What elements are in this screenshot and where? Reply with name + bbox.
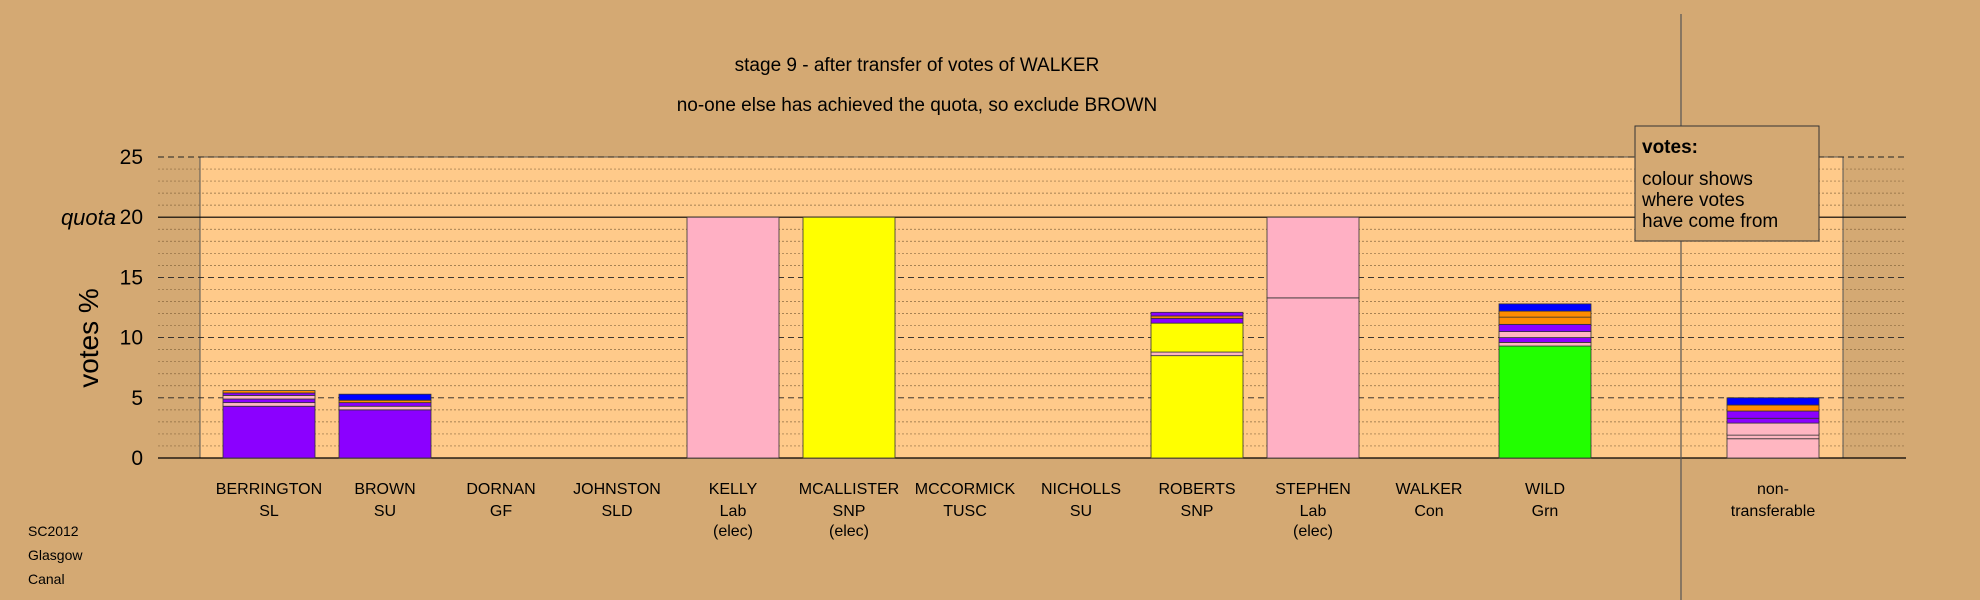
legend-box: votes: colour shows where votes have com… — [1634, 125, 1820, 242]
candidate-status-label: (elec) — [1293, 523, 1333, 540]
bar-roberts-segment — [1150, 311, 1244, 317]
nontransferable-label-line1: non- — [1757, 481, 1789, 498]
bar-brown-segment — [338, 402, 432, 407]
bar-nontransferable-segment — [1726, 404, 1820, 412]
bar-brown-segment — [338, 405, 432, 411]
bar-roberts-segment — [1150, 355, 1244, 459]
y-tick-label: 0 — [131, 447, 143, 470]
candidate-party-label: Con — [1414, 503, 1443, 520]
candidate-name-label: WALKER — [1396, 481, 1463, 498]
bar-roberts-segment — [1150, 351, 1244, 357]
bar-mcallister-segment — [802, 216, 896, 459]
bar-wild-segment — [1498, 337, 1592, 343]
candidate-name-label: ROBERTS — [1158, 481, 1235, 498]
bar-nontransferable-segment — [1726, 397, 1820, 406]
bar-nontransferable-segment — [1726, 434, 1820, 440]
bar-nontransferable-segment — [1726, 438, 1820, 459]
candidate-name-label: MCALLISTER — [799, 481, 899, 498]
y-axis: 0 5 10 15 20 25 — [120, 146, 143, 470]
legend-frame — [1634, 125, 1820, 242]
bar-nontransferable-segment — [1726, 422, 1820, 436]
y-tick-label: 10 — [120, 327, 143, 350]
candidate-party-label: SU — [374, 503, 396, 520]
candidate-party-label: Grn — [1532, 503, 1559, 520]
bar-nontransferable-segment — [1726, 417, 1820, 424]
bar-brown-segment — [338, 393, 432, 401]
candidate-name-label: BROWN — [354, 481, 415, 498]
chart-title: stage 9 - after transfer of votes of WAL… — [735, 55, 1100, 76]
bar-stephen-segment — [1266, 216, 1360, 299]
bar-kelly-segment — [686, 216, 780, 459]
y-axis-title: votes % — [73, 288, 104, 388]
candidate-party-label: Lab — [720, 503, 747, 520]
bar-roberts-segment — [1150, 317, 1244, 324]
bar-wild-segment — [1498, 345, 1592, 459]
bar-stephen-segment — [1266, 297, 1360, 459]
y-tick-label: 15 — [120, 266, 143, 289]
footer-line-3: Canal — [28, 571, 65, 587]
candidate-name-label: STEPHEN — [1275, 481, 1351, 498]
bar-berrington-segment — [222, 390, 316, 394]
legend-title: votes: — [1642, 137, 1698, 158]
legend-line-2: where votes — [1641, 190, 1744, 211]
legend-line-3: have come from — [1642, 211, 1778, 232]
candidate-name-label: JOHNSTON — [573, 481, 661, 498]
candidate-name-label: NICHOLLS — [1041, 481, 1121, 498]
candidate-name-label: KELLY — [709, 481, 758, 498]
candidate-status-label: (elec) — [829, 523, 869, 540]
candidate-name-label: MCCORMICK — [915, 481, 1016, 498]
footer-line-1: SC2012 — [28, 523, 79, 539]
bar-berrington-segment — [222, 398, 316, 404]
bar-wild-segment — [1498, 323, 1592, 332]
plot-area — [199, 156, 1844, 459]
bar-wild-segment — [1498, 310, 1592, 318]
candidate-party-label: Lab — [1300, 503, 1327, 520]
candidate-status-label: (elec) — [713, 523, 753, 540]
candidate-party-label: SL — [259, 503, 279, 520]
bar-berrington-segment — [222, 405, 316, 459]
candidate-party-label: SU — [1070, 503, 1092, 520]
candidate-name-label: DORNAN — [466, 481, 535, 498]
candidate-party-label: GF — [490, 503, 512, 520]
bar-brown-segment — [338, 409, 432, 459]
bar-nontransferable-segment — [1726, 410, 1820, 419]
y-tick-label: 20 — [120, 206, 143, 229]
bar-wild-segment — [1498, 331, 1592, 338]
bar-berrington-segment — [222, 394, 316, 400]
y-tick-label: 5 — [131, 387, 143, 410]
chart-subtitle: no-one else has achieved the quota, so e… — [677, 95, 1158, 116]
candidate-party-label: SNP — [833, 503, 866, 520]
candidate-party-label: SNP — [1181, 503, 1214, 520]
gridlines — [158, 156, 1906, 459]
nontransferable-label-line2: transferable — [1731, 503, 1816, 520]
footer-line-2: Glasgow — [28, 547, 83, 563]
bar-wild-segment — [1498, 342, 1592, 347]
bar-roberts-segment — [1150, 322, 1244, 353]
candidate-party-label: TUSC — [943, 503, 987, 520]
x-axis-labels: BERRINGTON SL BROWN SU DORNAN GF JOHNSTON SLD KE… — [216, 481, 1816, 540]
bar-berrington-segment — [222, 402, 316, 407]
bars-group — [222, 216, 1820, 459]
candidate-name-label: WILD — [1525, 481, 1565, 498]
y-tick-label: 25 — [120, 146, 143, 169]
bar-wild-segment — [1498, 316, 1592, 325]
candidate-name-label: BERRINGTON — [216, 481, 322, 498]
legend-line-1: colour shows — [1642, 169, 1753, 190]
quota-label: quota — [61, 205, 116, 230]
candidate-party-label: SLD — [601, 503, 632, 520]
bar-wild-segment — [1498, 303, 1592, 312]
